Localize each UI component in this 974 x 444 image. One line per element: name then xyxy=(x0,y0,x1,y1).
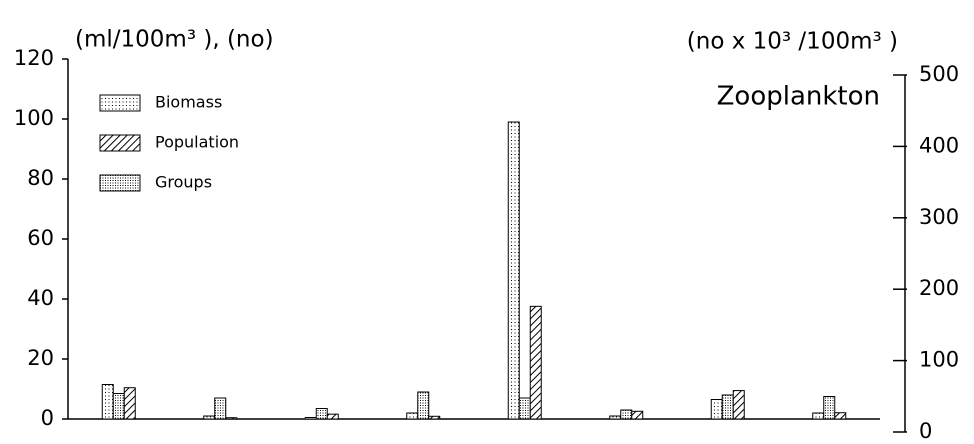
y-tick-label: 100 xyxy=(14,106,54,130)
bar xyxy=(304,417,317,420)
bar xyxy=(823,396,836,420)
y-axis-title: (ml/100m³ ), (no) xyxy=(75,27,274,53)
bar xyxy=(721,394,734,420)
bar xyxy=(225,417,238,420)
bar xyxy=(101,384,114,420)
y-tick-label: 20 xyxy=(27,346,54,370)
y2-tick-label: 100 xyxy=(919,348,959,372)
bar xyxy=(732,390,745,420)
legend-label: Biomass xyxy=(155,93,222,112)
y-tick-label: 60 xyxy=(27,226,54,250)
y-tick-label: 40 xyxy=(27,286,54,310)
bar xyxy=(406,412,419,420)
y2-tick-label: 500 xyxy=(919,62,959,86)
bar xyxy=(812,412,825,420)
bar xyxy=(518,397,531,420)
legend-swatch xyxy=(99,134,141,152)
legend-swatch xyxy=(99,174,141,192)
bar xyxy=(326,413,339,420)
bar xyxy=(609,415,622,420)
y2-tick-label: 300 xyxy=(919,205,959,229)
y2-axis-title: (no x 10³ /100m³ ) xyxy=(687,29,898,55)
bar xyxy=(710,399,723,420)
bar xyxy=(834,412,847,420)
annotation: Zooplankton xyxy=(717,82,880,112)
bar xyxy=(112,393,125,420)
legend-swatch xyxy=(99,94,141,112)
y-tick-label: 120 xyxy=(14,46,54,70)
legend-label: Groups xyxy=(155,173,212,192)
bar xyxy=(620,409,633,420)
y-tick-label: 80 xyxy=(27,166,54,190)
y2-tick-label: 400 xyxy=(919,133,959,157)
y2-tick-label: 0 xyxy=(919,419,932,443)
bar xyxy=(529,305,542,420)
bar xyxy=(417,391,430,420)
bar xyxy=(214,397,227,420)
legend-label: Population xyxy=(155,133,239,152)
bar xyxy=(428,415,441,420)
y2-tick-label: 200 xyxy=(919,276,959,300)
bar xyxy=(631,410,644,420)
bar xyxy=(315,408,328,420)
y-tick-label: 0 xyxy=(41,406,54,430)
bar xyxy=(123,387,136,420)
bar xyxy=(507,121,520,420)
bar xyxy=(203,415,216,420)
